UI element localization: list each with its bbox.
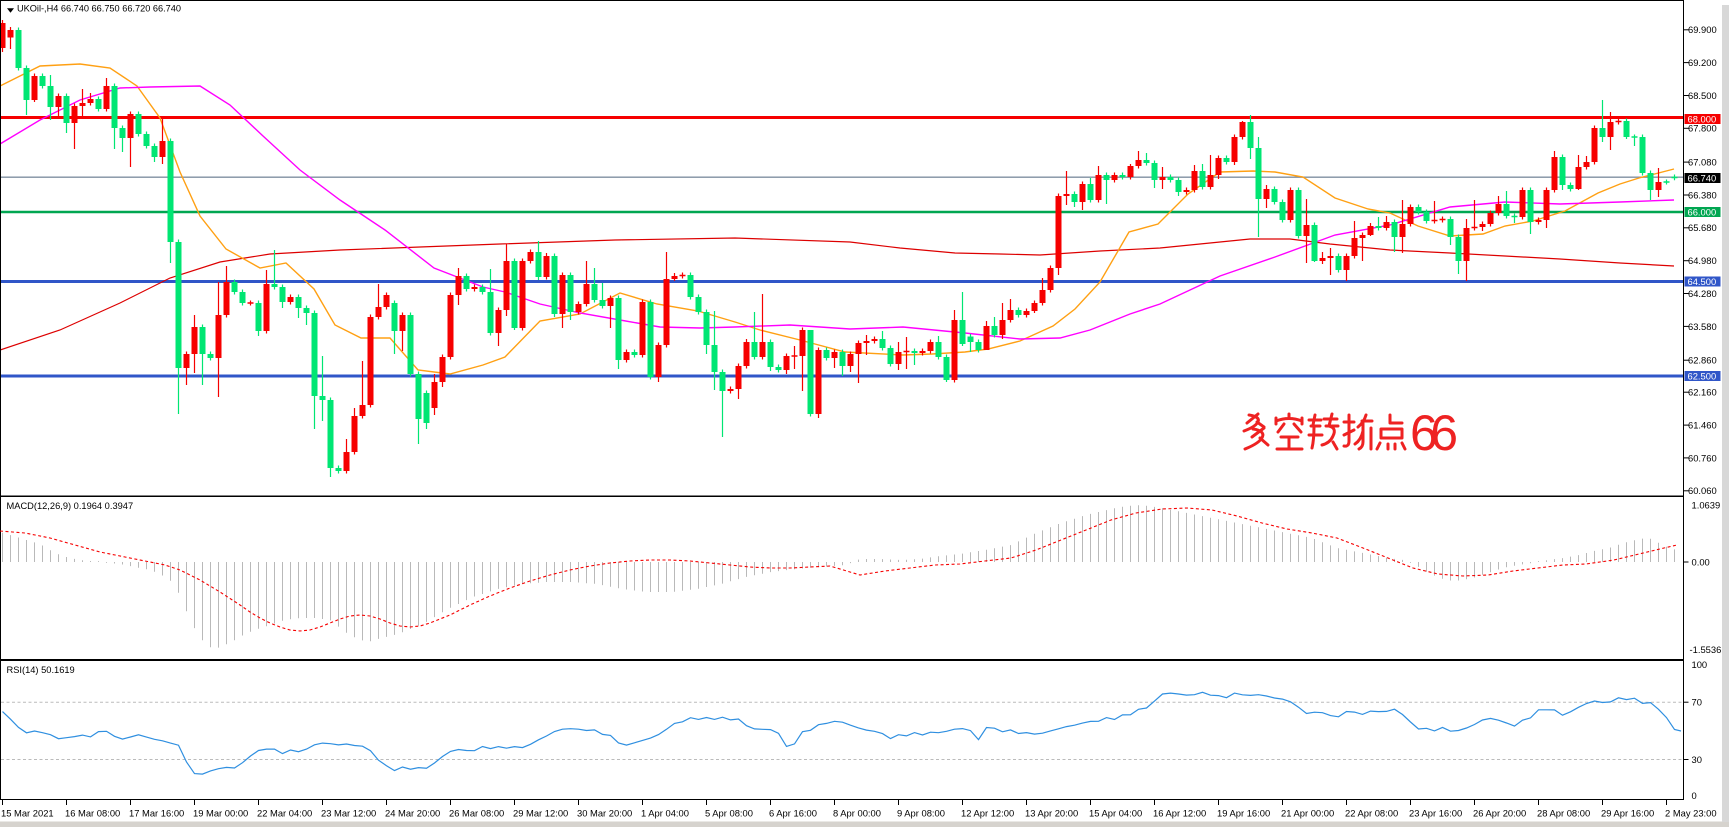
svg-text:22 Apr 08:00: 22 Apr 08:00 — [1345, 808, 1398, 819]
svg-text:60.060: 60.060 — [1688, 485, 1717, 496]
svg-text:MACD(12,26,9) 0.1964 0.3947: MACD(12,26,9) 0.1964 0.3947 — [7, 501, 134, 511]
svg-text:63.580: 63.580 — [1688, 321, 1717, 332]
svg-text:24 Mar 20:00: 24 Mar 20:00 — [385, 808, 440, 819]
svg-text:22 Mar 04:00: 22 Mar 04:00 — [257, 808, 312, 819]
svg-text:26 Mar 08:00: 26 Mar 08:00 — [449, 808, 504, 819]
svg-text:5 Apr 08:00: 5 Apr 08:00 — [705, 808, 753, 819]
svg-text:62.160: 62.160 — [1688, 387, 1717, 398]
svg-text:-1.5536: -1.5536 — [1690, 644, 1722, 655]
svg-text:65.680: 65.680 — [1688, 222, 1717, 233]
svg-text:0: 0 — [1692, 790, 1697, 801]
svg-text:100: 100 — [1692, 659, 1708, 670]
svg-text:66.380: 66.380 — [1688, 189, 1717, 200]
svg-text:21 Apr 00:00: 21 Apr 00:00 — [1281, 808, 1334, 819]
svg-text:23 Mar 12:00: 23 Mar 12:00 — [321, 808, 376, 819]
svg-text:62.500: 62.500 — [1688, 370, 1717, 381]
svg-text:66.740: 66.740 — [1688, 172, 1717, 183]
svg-text:0.00: 0.00 — [1692, 557, 1710, 568]
svg-text:62.860: 62.860 — [1688, 355, 1717, 366]
svg-text:64.280: 64.280 — [1688, 288, 1717, 299]
svg-text:23 Apr 16:00: 23 Apr 16:00 — [1409, 808, 1462, 819]
svg-text:66.000: 66.000 — [1688, 206, 1717, 217]
svg-text:64.980: 64.980 — [1688, 255, 1717, 266]
svg-text:1.0639: 1.0639 — [1692, 500, 1721, 511]
svg-text:6 Apr 16:00: 6 Apr 16:00 — [769, 808, 817, 819]
svg-text:70: 70 — [1692, 697, 1702, 708]
svg-text:29 Mar 12:00: 29 Mar 12:00 — [513, 808, 568, 819]
svg-text:30 Mar 20:00: 30 Mar 20:00 — [577, 808, 632, 819]
svg-text:68.000: 68.000 — [1688, 113, 1717, 124]
svg-text:17 Mar 16:00: 17 Mar 16:00 — [129, 808, 184, 819]
svg-text:68.500: 68.500 — [1688, 90, 1717, 101]
svg-text:67.800: 67.800 — [1688, 123, 1717, 134]
svg-text:29 Apr 16:00: 29 Apr 16:00 — [1601, 808, 1654, 819]
svg-text:RSI(14) 50.1619: RSI(14) 50.1619 — [7, 665, 75, 675]
svg-text:8 Apr 00:00: 8 Apr 00:00 — [833, 808, 881, 819]
svg-text:30: 30 — [1692, 754, 1702, 765]
svg-text:UKOil-,H4 66.740 66.750 66.72: UKOil-,H4 66.740 66.750 66.720 66.740 — [17, 4, 181, 14]
svg-text:67.080: 67.080 — [1688, 157, 1717, 168]
svg-text:16 Mar 08:00: 16 Mar 08:00 — [65, 808, 120, 819]
svg-text:16 Apr 12:00: 16 Apr 12:00 — [1153, 808, 1206, 819]
svg-text:2 May 23:00: 2 May 23:00 — [1665, 808, 1717, 819]
svg-text:9 Apr 08:00: 9 Apr 08:00 — [897, 808, 945, 819]
svg-text:61.460: 61.460 — [1688, 420, 1717, 431]
svg-text:15 Apr 04:00: 15 Apr 04:00 — [1089, 808, 1142, 819]
svg-text:1 Apr 04:00: 1 Apr 04:00 — [641, 808, 689, 819]
svg-text:28 Apr 08:00: 28 Apr 08:00 — [1537, 808, 1590, 819]
svg-text:64.500: 64.500 — [1688, 276, 1717, 287]
svg-text:60.760: 60.760 — [1688, 452, 1717, 463]
svg-text:15 Mar 2021: 15 Mar 2021 — [1, 808, 54, 819]
svg-text:26 Apr 20:00: 26 Apr 20:00 — [1473, 808, 1526, 819]
svg-text:19 Mar 00:00: 19 Mar 00:00 — [193, 808, 248, 819]
svg-text:69.200: 69.200 — [1688, 57, 1717, 68]
svg-text:13 Apr 20:00: 13 Apr 20:00 — [1025, 808, 1078, 819]
svg-text:66: 66 — [1410, 405, 1458, 461]
svg-text:69.900: 69.900 — [1688, 24, 1717, 35]
svg-text:12 Apr 12:00: 12 Apr 12:00 — [961, 808, 1014, 819]
svg-text:19 Apr 16:00: 19 Apr 16:00 — [1217, 808, 1270, 819]
